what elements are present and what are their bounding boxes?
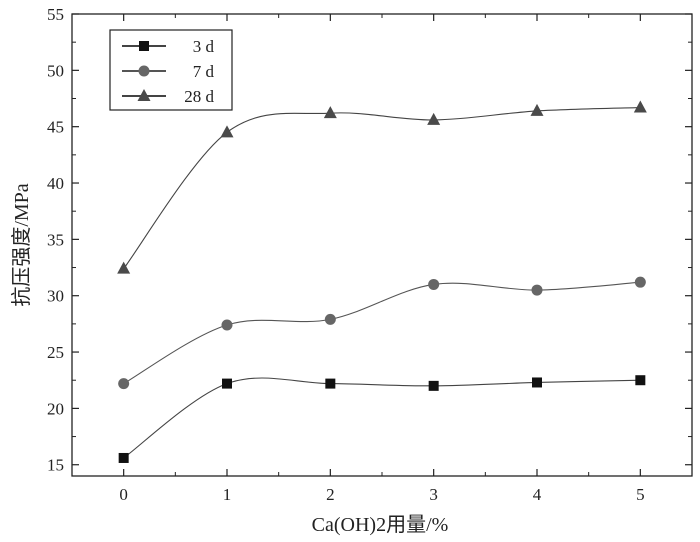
data-point [221, 319, 233, 331]
legend-label-3: 28 d [184, 87, 214, 106]
legend-marker-2 [138, 65, 150, 77]
y-axis: 15 20 25 30 35 40 45 50 55 [47, 5, 692, 475]
data-point [635, 375, 646, 386]
y-tick-label: 20 [47, 399, 64, 418]
data-point [323, 106, 337, 119]
legend-marker-1 [139, 41, 149, 51]
series-lines [123, 106, 641, 459]
data-point [427, 112, 441, 125]
y-axis-title: 抗压强度/MPa [10, 183, 33, 306]
series-line-2 [123, 281, 641, 385]
legend-label-2: 7 d [193, 62, 215, 81]
data-point [118, 452, 129, 463]
data-point [222, 378, 232, 389]
y-tick-label: 50 [47, 61, 64, 80]
legend-marker-3 [137, 89, 151, 101]
data-point [428, 278, 440, 290]
data-point [324, 313, 336, 325]
data-point [325, 378, 336, 389]
legend: 3 d 7 d 28 d [109, 29, 233, 111]
data-point [117, 261, 131, 274]
series-line-1 [123, 377, 641, 459]
x-axis: 0 1 2 3 4 5 [119, 14, 645, 504]
x-tick-label: 1 [223, 485, 232, 504]
y-tick-label: 15 [47, 456, 64, 475]
y-tick-label: 35 [47, 230, 64, 249]
x-tick-label: 2 [326, 485, 335, 504]
data-point [118, 378, 130, 390]
y-tick-label: 30 [47, 287, 64, 306]
series-line-3 [123, 106, 641, 269]
x-tick-label: 4 [533, 485, 542, 504]
x-axis-title: Ca(OH)2用量/% [312, 514, 449, 536]
x-tick-label: 3 [429, 485, 438, 504]
y-tick-label: 55 [47, 5, 64, 24]
data-point [531, 284, 543, 296]
legend-label-1: 3 d [193, 37, 215, 56]
y-tick-label: 45 [47, 118, 64, 137]
y-tick-label: 40 [47, 174, 64, 193]
data-point [530, 103, 544, 116]
data-point [532, 377, 542, 388]
x-tick-label: 5 [636, 485, 645, 504]
data-point [633, 100, 647, 113]
data-point [220, 125, 234, 138]
x-tick-label: 0 [119, 485, 128, 504]
data-point [428, 380, 439, 391]
y-tick-label: 25 [47, 343, 64, 362]
series-markers [117, 100, 647, 463]
data-point [634, 276, 646, 288]
